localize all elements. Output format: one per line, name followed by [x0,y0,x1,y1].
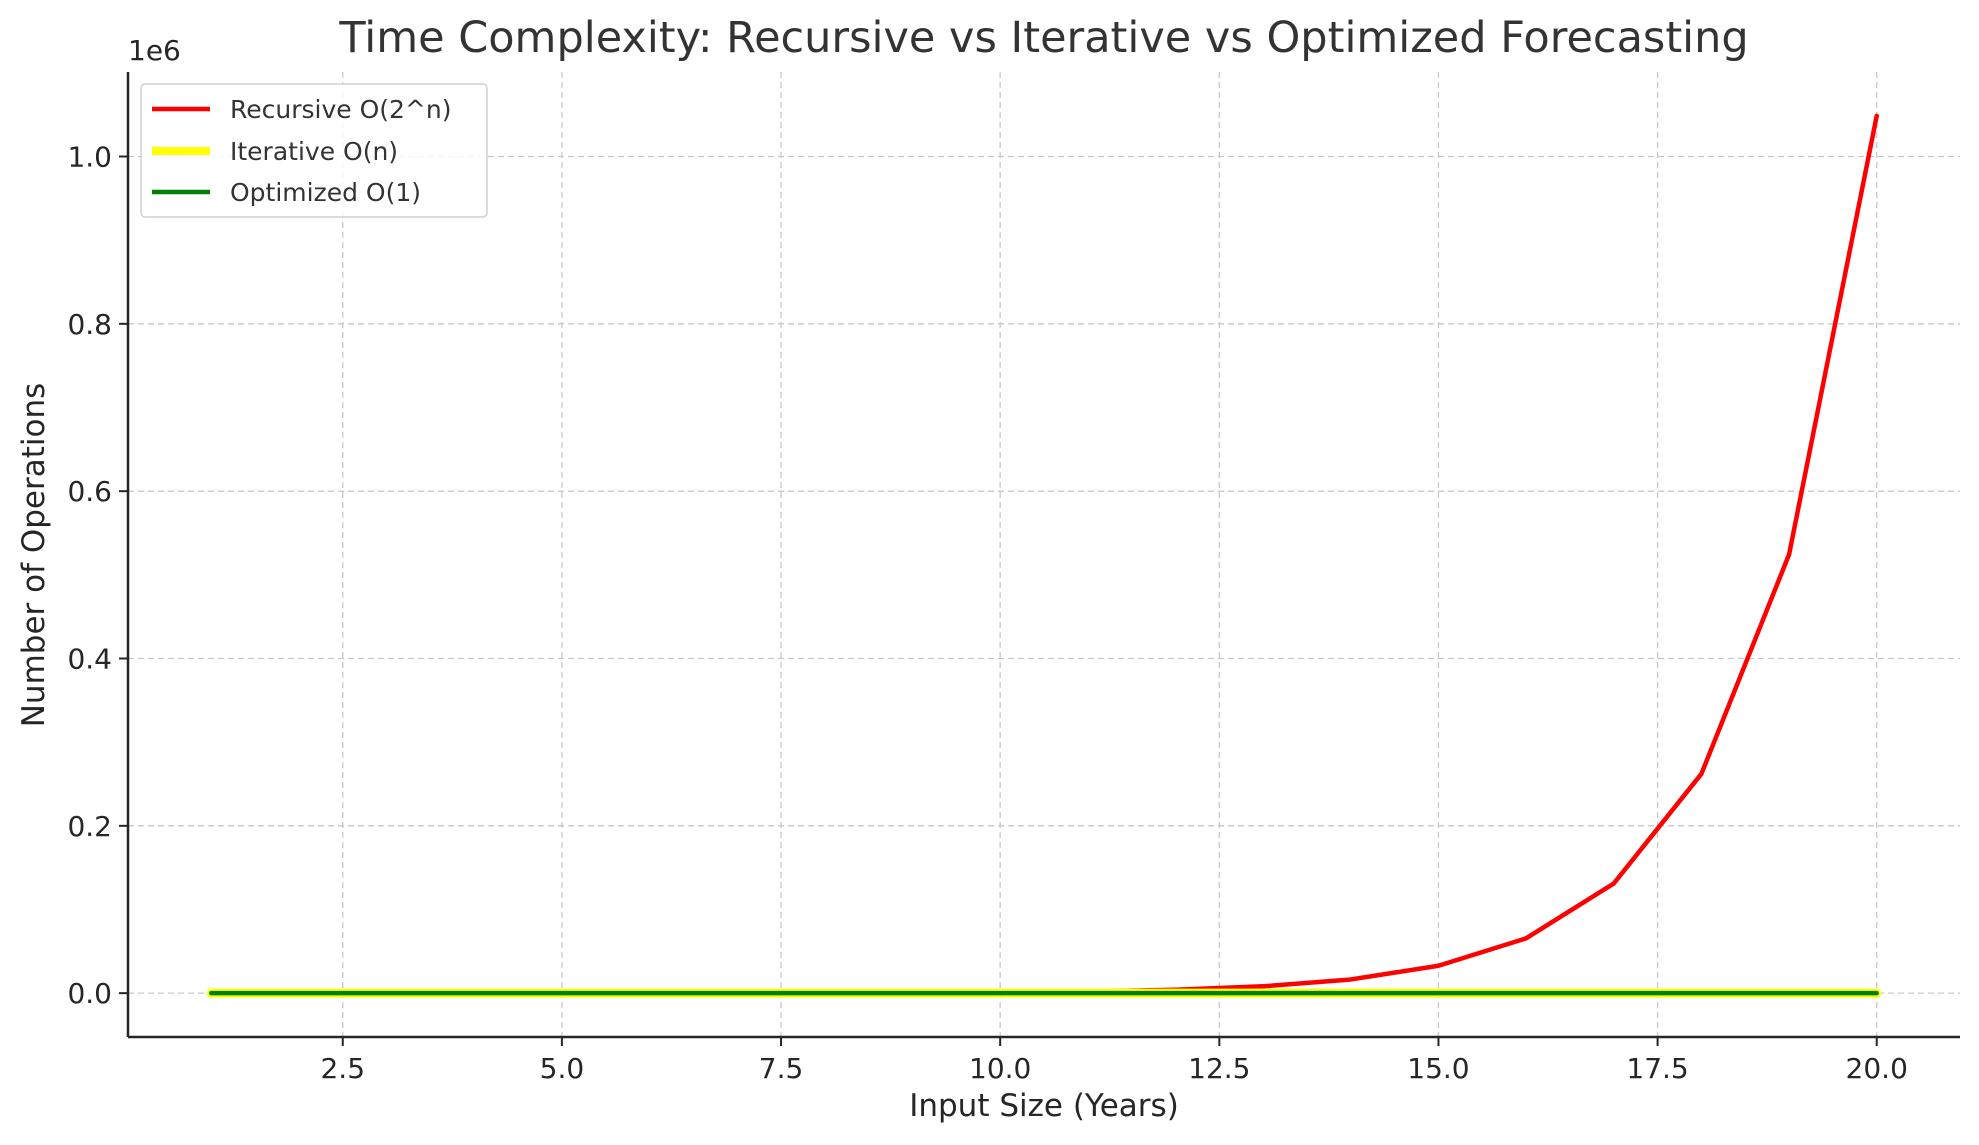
x-tick-label: 20.0 [1846,1052,1908,1085]
legend-label-iterative: Iterative O(n) [230,137,398,166]
series-layer [206,113,1882,998]
y-tick-label: 1.0 [67,141,112,174]
y-tick-label: 0.0 [67,977,112,1010]
axes [126,72,1960,1039]
x-tick-label: 15.0 [1407,1052,1469,1085]
series-line-recursive [209,113,1879,996]
x-tick-label: 10.0 [969,1052,1031,1085]
x-tick-label: 12.5 [1188,1052,1250,1085]
x-tick-label: 5.0 [540,1052,585,1085]
legend-label-recursive: Recursive O(2^n) [230,95,451,124]
y-tick-label: 0.6 [67,475,112,508]
x-tick-label: 2.5 [320,1052,365,1085]
legend-label-optimized: Optimized O(1) [230,178,421,207]
x-ticks: 2.5 5.0 7.5 10.0 12.5 15.0 17.5 20.0 [320,1037,1908,1085]
y-tick-label: 0.8 [67,308,112,341]
y-tick-label: 0.2 [67,810,112,843]
chart-title: Time Complexity: Recursive vs Iterative … [338,13,1748,63]
legend-box [140,83,488,218]
x-tick-label: 17.5 [1626,1052,1688,1085]
y-offset-label: 1e6 [128,34,181,67]
y-tick-label: 0.4 [67,642,112,675]
y-ticks: 0.0 0.2 0.4 0.6 0.8 1.0 [67,141,128,1010]
x-axis-label: Input Size (Years) [909,1088,1179,1124]
legend: Recursive O(2^n) Iterative O(n) Optimize… [140,83,488,218]
y-axis-label: Number of Operations [16,383,52,728]
x-tick-label: 7.5 [759,1052,804,1085]
